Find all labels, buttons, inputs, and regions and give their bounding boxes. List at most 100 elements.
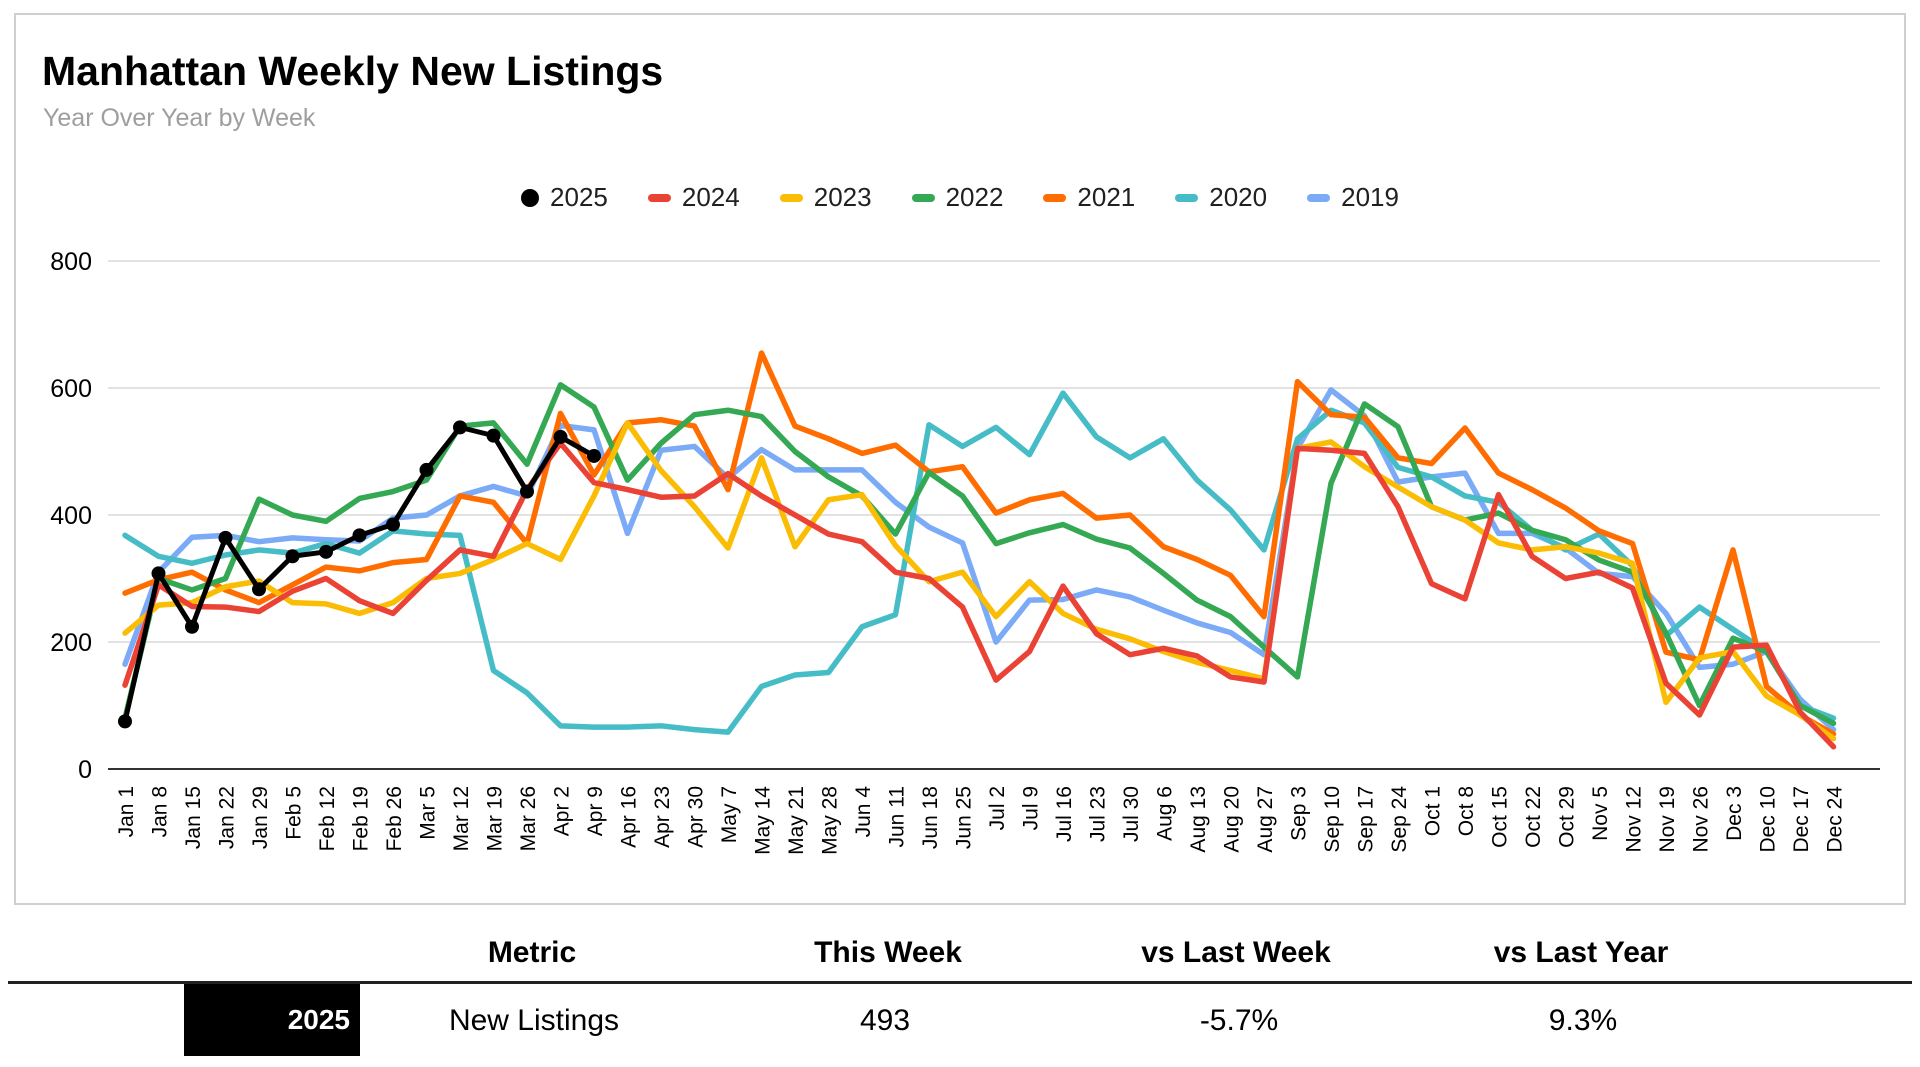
legend-label: 2020 xyxy=(1209,182,1268,212)
series-line-2024 xyxy=(122,440,1837,750)
x-axis-label: Mar 26 xyxy=(517,786,540,851)
data-point-2025 xyxy=(453,420,467,435)
table-divider xyxy=(8,981,1912,984)
x-axis-label: May 21 xyxy=(785,786,808,855)
x-axis-label: Nov 12 xyxy=(1623,786,1646,853)
x-axis-label: Jul 16 xyxy=(1053,786,1076,842)
legend-swatch-2022 xyxy=(911,193,935,202)
row-year-badge: 2025 xyxy=(184,984,360,1056)
table-header-vs-last-year: vs Last Year xyxy=(1493,936,1669,969)
x-axis-label: Sep 10 xyxy=(1321,786,1344,853)
x-axis-label: Apr 2 xyxy=(551,786,574,836)
legend-label: 2022 xyxy=(945,182,1004,212)
data-point-2025 xyxy=(252,582,266,597)
data-point-2025 xyxy=(486,428,501,443)
chart-legend: 2025 2024 2023 2022 2021 2020 2019 xyxy=(0,182,1920,213)
legend-item-2025: 2025 xyxy=(521,182,608,213)
y-axis-label: 0 xyxy=(78,756,92,784)
x-axis-label: Dec 17 xyxy=(1790,786,1813,853)
x-axis-label: Nov 5 xyxy=(1589,786,1612,841)
chart-card xyxy=(14,13,1906,905)
x-axis-label: Aug 6 xyxy=(1154,786,1177,841)
data-point-2025 xyxy=(285,549,300,564)
legend-item-2020: 2020 xyxy=(1175,182,1267,213)
x-axis-label: Mar 5 xyxy=(417,786,440,840)
x-axis-label: Mar 12 xyxy=(450,786,473,851)
x-axis-label: Jun 18 xyxy=(919,786,942,849)
cell-vs-last-year: 9.3% xyxy=(1548,1004,1618,1037)
x-axis-label: Jan 15 xyxy=(182,786,205,849)
y-axis-label: 600 xyxy=(50,375,92,403)
x-axis-label: Aug 20 xyxy=(1221,786,1244,853)
x-axis-label: Oct 8 xyxy=(1455,786,1478,836)
data-point-2025 xyxy=(386,517,400,532)
table-header-metric: Metric xyxy=(487,936,577,969)
x-axis-label: Feb 5 xyxy=(283,786,306,840)
data-point-2025 xyxy=(218,530,233,545)
y-axis-label: 200 xyxy=(50,629,92,657)
x-axis-label: Feb 12 xyxy=(316,786,339,851)
legend-label: 2025 xyxy=(550,182,608,212)
x-axis-label: May 14 xyxy=(752,786,775,855)
y-axis-label: 400 xyxy=(50,502,92,530)
x-axis-label: Jan 1 xyxy=(115,786,138,837)
chart-title: Manhattan Weekly New Listings xyxy=(42,48,664,94)
table-header-vs-last-week: vs Last Week xyxy=(1141,936,1331,969)
legend-item-2021: 2021 xyxy=(1043,182,1135,213)
cell-metric: New Listings xyxy=(448,1004,620,1037)
data-point-2025 xyxy=(118,714,132,729)
series-line-2023 xyxy=(122,420,1837,742)
x-axis-label: Dec 10 xyxy=(1757,786,1780,853)
legend-swatch-2023 xyxy=(779,193,803,202)
x-axis-label: Jun 4 xyxy=(852,786,875,838)
legend-label: 2024 xyxy=(681,182,740,212)
series-line-2021 xyxy=(122,350,1837,737)
legend-label: 2021 xyxy=(1077,182,1136,212)
x-axis-label: Apr 9 xyxy=(584,786,607,836)
x-axis-label: Nov 26 xyxy=(1690,786,1713,853)
legend-label: 2023 xyxy=(813,182,872,212)
x-axis-label: Jul 2 xyxy=(986,786,1009,830)
x-axis-label: Jun 11 xyxy=(886,786,909,848)
legend-item-2023: 2023 xyxy=(779,182,872,213)
x-axis-label: Feb 26 xyxy=(383,786,406,851)
table-header-this-week: This Week xyxy=(814,936,962,969)
x-axis-label: Jul 30 xyxy=(1120,786,1143,842)
x-axis-label: Oct 29 xyxy=(1556,786,1579,848)
data-point-2025 xyxy=(419,462,434,477)
data-point-2025 xyxy=(151,566,166,581)
x-axis-label: Mar 19 xyxy=(484,786,507,851)
legend-label: 2019 xyxy=(1341,182,1399,212)
x-axis-label: Oct 15 xyxy=(1489,786,1512,848)
x-axis-label: Jun 25 xyxy=(953,786,976,849)
x-axis-label: Aug 13 xyxy=(1187,786,1210,853)
cell-vs-last-week: -5.7% xyxy=(1199,1004,1279,1037)
legend-swatch-2024 xyxy=(647,193,671,202)
x-axis-label: Jan 22 xyxy=(216,786,239,849)
x-axis-label: Dec 24 xyxy=(1824,786,1847,853)
x-axis-label: Feb 19 xyxy=(350,786,373,851)
y-axis-label: 800 xyxy=(50,248,92,276)
x-axis-label: Oct 1 xyxy=(1422,786,1445,836)
x-axis-label: Sep 24 xyxy=(1388,786,1411,853)
x-axis-label: Aug 27 xyxy=(1254,786,1277,853)
x-axis-label: Jul 23 xyxy=(1087,786,1110,842)
series-line-2019 xyxy=(122,387,1837,733)
legend-swatch-2020 xyxy=(1175,193,1199,202)
x-axis-label: Oct 22 xyxy=(1522,786,1545,848)
x-axis-label: Jan 29 xyxy=(249,786,272,849)
cell-this-week: 493 xyxy=(859,1004,911,1037)
x-axis-label: May 7 xyxy=(718,786,741,843)
data-point-2025 xyxy=(319,544,333,559)
data-point-2025 xyxy=(587,448,601,463)
x-axis-label: Dec 3 xyxy=(1723,786,1746,841)
legend-item-2019: 2019 xyxy=(1307,182,1399,213)
data-point-2025 xyxy=(352,528,367,543)
x-axis-label: Jul 9 xyxy=(1020,786,1043,830)
legend-swatch-2025 xyxy=(521,188,540,207)
x-axis-label: Apr 30 xyxy=(685,786,708,848)
x-axis-label: Sep 17 xyxy=(1355,786,1378,853)
x-axis-label: Apr 23 xyxy=(651,786,674,848)
